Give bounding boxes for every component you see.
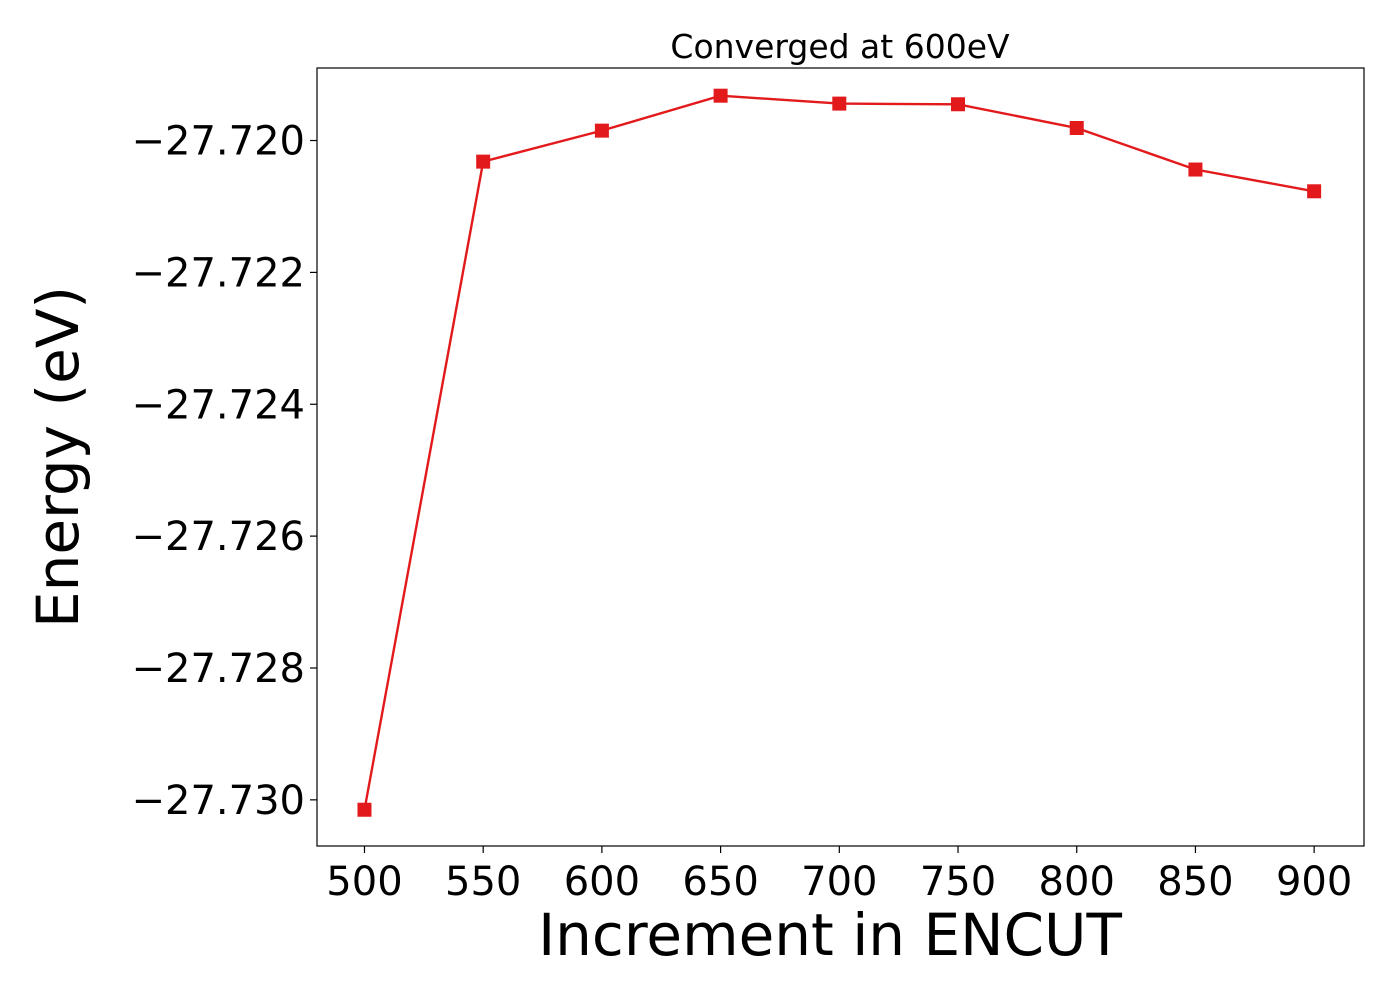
x-tick-label: 600 [564,859,640,905]
data-point-marker [951,97,966,112]
x-tick-label: 650 [682,859,758,905]
series-line [363,94,1315,810]
y-tick-label: −27.728 [132,646,305,692]
chart-title: Converged at 600eV [670,27,1010,66]
x-tick-label: 750 [920,859,996,905]
x-axis-title: Increment in ENCUT [538,901,1122,969]
data-point-marker [594,123,609,138]
x-tick-label: 900 [1276,859,1352,905]
y-tick-label: −27.726 [132,514,305,560]
y-tick-label: −27.730 [132,778,305,824]
data-point-marker [476,154,491,169]
y-tick-label: −27.722 [132,250,305,296]
data-point-marker [1069,120,1084,135]
data-point-marker [713,88,728,103]
data-point-marker [1307,184,1322,199]
x-tick-label: 700 [801,859,877,905]
series-layer [357,88,1322,817]
data-point-marker [832,96,847,111]
data-point-marker [357,802,372,817]
plot-area-frame [316,67,1365,847]
y-tick-label: −27.720 [132,119,305,165]
x-axis-ticks: 500 550 600 650 700 750 800 850 900 [326,846,1352,905]
data-point-marker [1188,162,1203,177]
x-tick-label: 800 [1039,859,1115,905]
x-tick-label: 550 [445,859,521,905]
y-tick-label: −27.724 [132,382,305,428]
y-axis-ticks: −27.720 −27.722 −27.724 −27.726 −27.728 −27.7… [132,119,317,824]
x-tick-label: 850 [1157,859,1233,905]
x-tick-label: 500 [326,859,402,905]
y-axis-title: Energy (eV) [24,286,92,628]
